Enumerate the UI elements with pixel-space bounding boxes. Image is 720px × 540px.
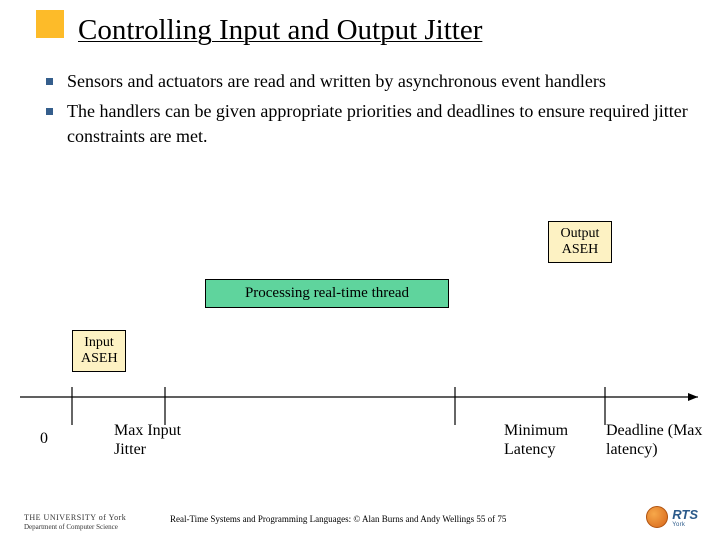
- department-name: Department of Computer Science: [24, 523, 126, 532]
- footer-copyright: Real-Time Systems and Programming Langua…: [170, 514, 506, 524]
- list-item: The handlers can be given appropriate pr…: [46, 99, 690, 148]
- list-item: Sensors and actuators are read and writt…: [46, 69, 690, 93]
- footer: THE UNIVERSITY of York Department of Com…: [0, 496, 720, 534]
- diagram-area: Output ASEH Processing real-time thread …: [0, 215, 720, 465]
- label-minimum-latency: Minimum Latency: [504, 421, 604, 459]
- label-deadline: Deadline (Max latency): [606, 421, 720, 459]
- globe-icon: [646, 506, 668, 528]
- bullet-list: Sensors and actuators are read and writt…: [0, 47, 720, 148]
- bullet-icon: [46, 108, 53, 115]
- processing-box: Processing real-time thread: [205, 279, 449, 308]
- university-name: THE UNIVERSITY of York: [24, 513, 126, 523]
- output-aseh-box: Output ASEH: [548, 221, 612, 263]
- label-max-input-jitter: Max Input Jitter: [114, 421, 214, 459]
- page-title: Controlling Input and Output Jitter: [36, 14, 720, 47]
- bullet-icon: [46, 78, 53, 85]
- bullet-text: Sensors and actuators are read and writt…: [67, 69, 606, 93]
- bullet-text: The handlers can be given appropriate pr…: [67, 99, 690, 148]
- label-zero: 0: [40, 429, 48, 448]
- university-logo: THE UNIVERSITY of York Department of Com…: [24, 513, 126, 532]
- rts-logo: RTS York: [646, 506, 698, 528]
- input-aseh-box: Input ASEH: [72, 330, 126, 372]
- rts-text: RTS: [672, 507, 698, 522]
- rts-subtext: York: [672, 522, 698, 528]
